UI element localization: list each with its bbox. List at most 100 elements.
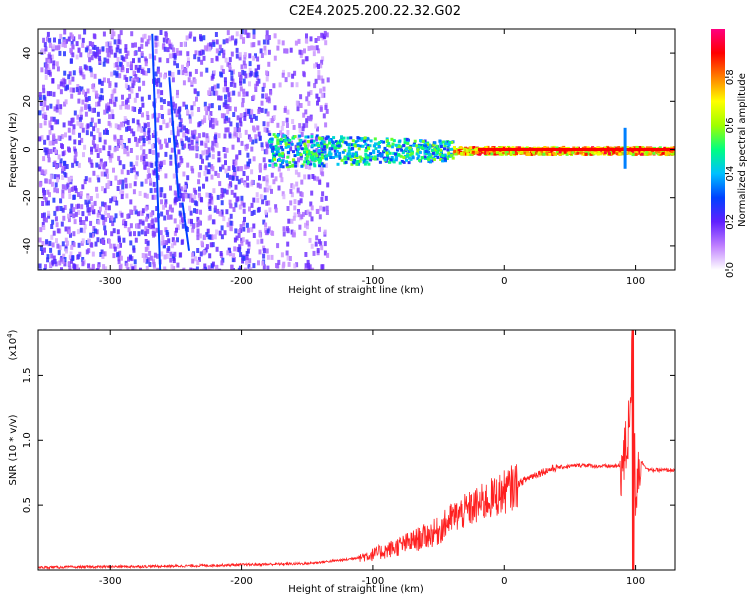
heatmap-cell (109, 243, 113, 249)
heatmap-cell (70, 93, 74, 99)
heatmap-cell (242, 202, 246, 208)
heatmap-cell (65, 164, 69, 169)
heatmap-cell (52, 147, 56, 153)
heatmap-cell (250, 211, 254, 216)
heatmap-cell (600, 150, 604, 154)
heatmap-cell (372, 151, 376, 155)
heatmap-cell (323, 143, 326, 147)
heatmap-cell (165, 123, 169, 129)
heatmap-cell (281, 159, 285, 163)
heatmap-cell (435, 144, 439, 148)
heatmap-cells (38, 29, 675, 270)
heatmap-cell (144, 253, 148, 259)
heatmap-cell (299, 103, 303, 108)
heatmap-cell (490, 152, 494, 156)
heatmap-cell (155, 81, 159, 87)
heatmap-cell (61, 259, 65, 264)
heatmap-cell (157, 93, 161, 99)
heatmap-cell (91, 44, 95, 50)
heatmap-cell (206, 228, 210, 234)
heatmap-cell (286, 226, 289, 232)
heatmap-cell (287, 165, 290, 171)
heatmap-cell (278, 153, 282, 157)
heatmap-cell (179, 127, 183, 133)
heatmap-cell (305, 150, 309, 154)
heatmap-cell (428, 145, 432, 149)
heatmap-cell (191, 145, 195, 151)
heatmap-cell (168, 117, 172, 123)
heatmap-cell (204, 149, 208, 155)
heatmap-cell (297, 212, 301, 218)
heatmap-cell (243, 52, 247, 58)
heatmap-cell (78, 140, 82, 146)
heatmap-cell (77, 210, 81, 215)
heatmap-cell (184, 193, 188, 199)
heatmap-cell (232, 165, 235, 171)
heatmap-cell (355, 162, 359, 166)
heatmap-cell (109, 45, 113, 51)
heatmap-cell (347, 143, 351, 147)
heatmap-cell (633, 146, 637, 150)
heatmap-cell (428, 153, 432, 157)
heatmap-cell (178, 188, 182, 194)
heatmap-cell (235, 154, 239, 160)
heatmap-cell (212, 70, 216, 76)
heatmap-cell (277, 147, 281, 151)
heatmap-cell (282, 69, 285, 75)
heatmap-cell (143, 164, 147, 170)
heatmap-cell (233, 127, 237, 133)
heatmap-cell (118, 160, 122, 166)
heatmap-cell (285, 163, 289, 167)
heatmap-cell (117, 237, 121, 243)
heatmap-cell (242, 171, 246, 176)
heatmap-cell (289, 200, 293, 206)
heatmap-cell (319, 166, 323, 172)
heatmap-cell (110, 71, 114, 77)
heatmap-cell (69, 251, 73, 257)
heatmap-cell (298, 224, 302, 230)
heatmap-cell (106, 173, 109, 179)
heatmap-cell (338, 156, 342, 160)
heatmap-cell (301, 211, 305, 217)
heatmap-cell (218, 211, 222, 217)
heatmap-cell (107, 213, 110, 218)
heatmap-cell (441, 159, 445, 163)
heatmap-cell (427, 150, 431, 154)
heatmap-cell (315, 154, 319, 158)
heatmap-cell (411, 156, 415, 160)
heatmap-cell (493, 152, 497, 156)
heatmap-cell (340, 158, 344, 162)
heatmap-cell (57, 154, 61, 160)
heatmap-cell (91, 41, 95, 47)
heatmap-cell (38, 263, 42, 269)
heatmap-cell (49, 174, 53, 180)
heatmap-cell (321, 56, 325, 62)
heatmap-cell (315, 235, 319, 241)
heatmap-cell (53, 210, 57, 216)
heatmap-cell (290, 82, 294, 88)
heatmap-cell (116, 229, 120, 235)
heatmap-cell (210, 103, 214, 109)
heatmap-cell (326, 182, 330, 188)
heatmap-cell (310, 151, 314, 154)
heatmap-cell (349, 148, 353, 151)
heatmap-cell (438, 139, 442, 143)
heatmap-cell (215, 229, 219, 235)
heatmap-cell (56, 188, 59, 194)
heatmap-cell (127, 104, 130, 110)
heatmap-cell (208, 267, 212, 270)
heatmap-cell (76, 84, 80, 89)
heatmap-cell (232, 207, 236, 212)
heatmap-cell (657, 150, 661, 154)
heatmap-cell (159, 72, 163, 78)
heatmap-cell (297, 157, 300, 163)
heatmap-cell (460, 152, 464, 155)
x-tick-label: -200 (230, 276, 253, 287)
heatmap-cell (126, 61, 130, 67)
heatmap-cell (315, 134, 319, 138)
heatmap-cell (185, 227, 189, 232)
heatmap-cell (81, 42, 85, 48)
heatmap-cell (113, 52, 117, 58)
heatmap-cell (172, 173, 176, 179)
snr-multiplier-close: ) (8, 329, 19, 333)
